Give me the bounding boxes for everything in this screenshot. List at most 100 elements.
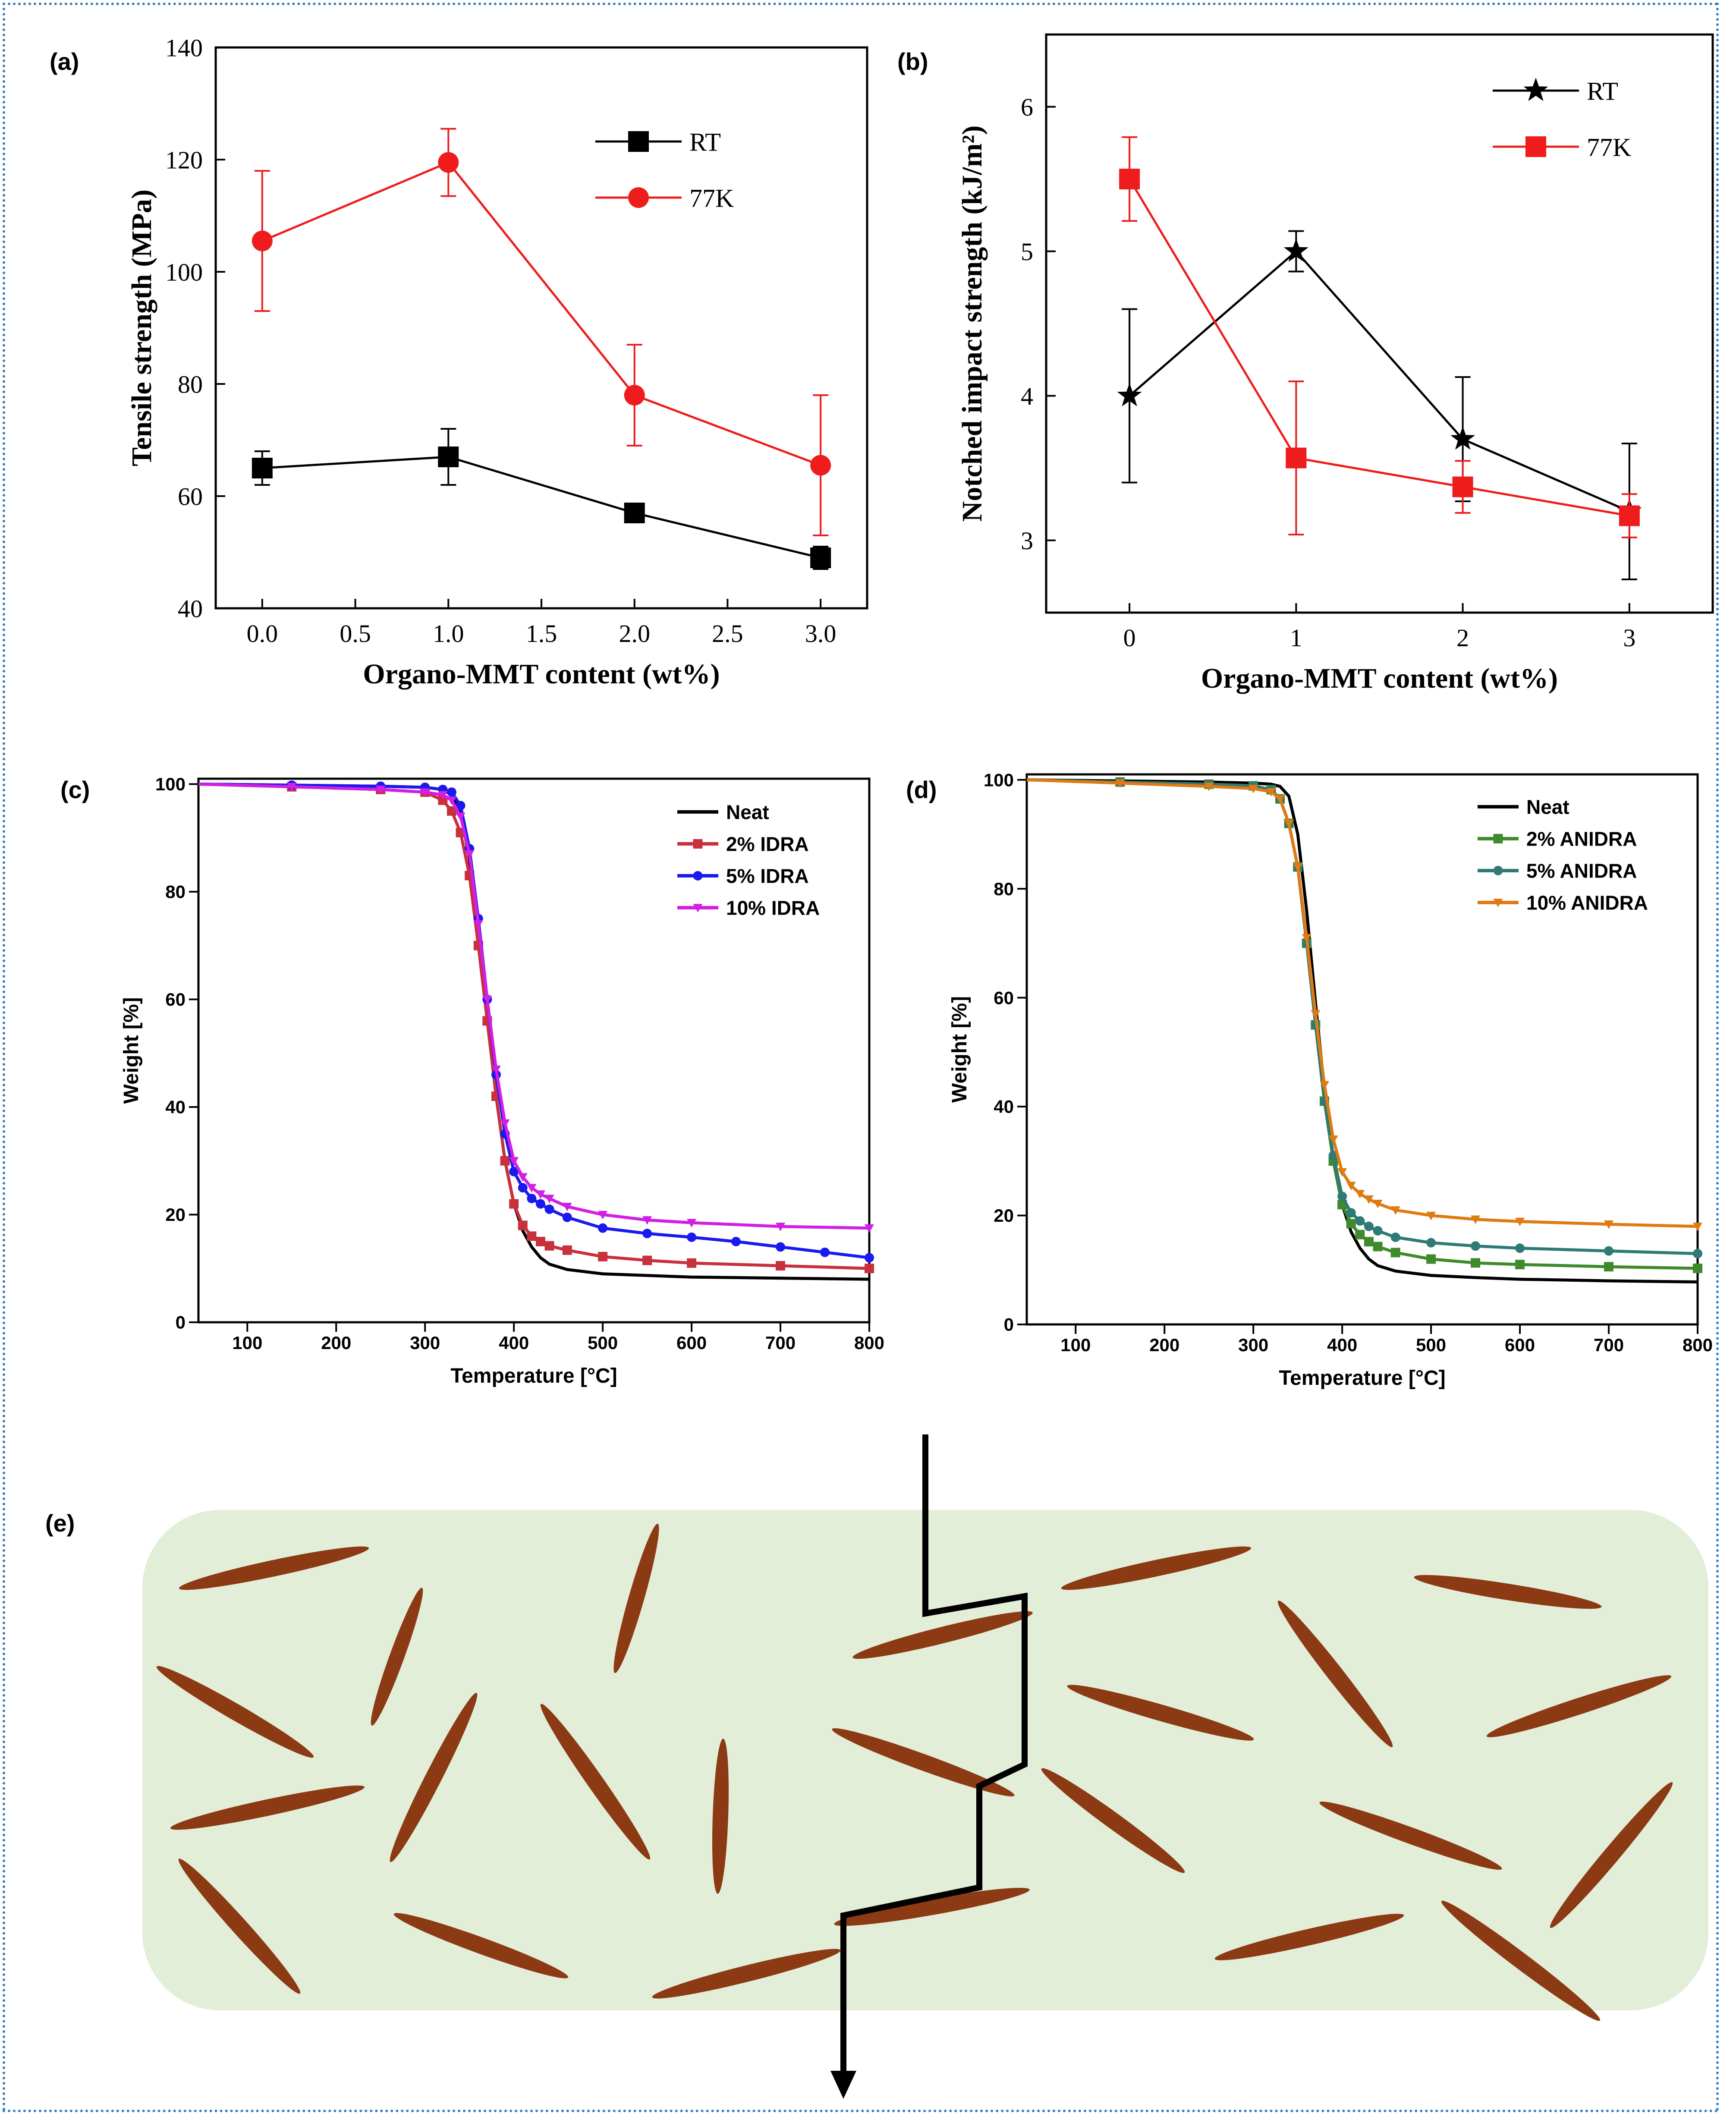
clay-platelet (712, 1739, 729, 1894)
data-point (1373, 1226, 1383, 1236)
crack-path (840, 1434, 1028, 2075)
x-tick-label: 1.0 (433, 620, 464, 648)
y-tick-label: 40 (994, 1097, 1014, 1117)
x-tick-label: 400 (499, 1333, 529, 1353)
x-tick-label: 600 (676, 1333, 707, 1353)
data-point (447, 796, 456, 805)
clay-platelet (1486, 1675, 1672, 1737)
legend-marker (628, 187, 649, 208)
clay-platelet (834, 1887, 1030, 1926)
data-point (598, 1223, 608, 1233)
y-tick-label: 20 (165, 1205, 186, 1225)
data-point (810, 455, 831, 476)
data-point (1283, 238, 1308, 262)
data-point (1249, 785, 1258, 793)
clay-platelet (156, 1666, 314, 1758)
data-point (1293, 863, 1303, 872)
legend-entry: Neat (726, 801, 769, 824)
data-point (1355, 1230, 1365, 1239)
data-point (1302, 934, 1311, 943)
data-point (544, 1195, 554, 1204)
data-point (1471, 1215, 1481, 1224)
chart-c-tga-idra: 100 200 300 400 500 600 700 800 0 20 40 60 80 100 Temp… (120, 774, 884, 1387)
data-point (1266, 788, 1276, 797)
data-point (518, 1173, 528, 1182)
data-point (1471, 1241, 1481, 1251)
data-point (820, 1247, 830, 1257)
legend-marker (693, 904, 703, 912)
x-tick-label: 300 (1238, 1335, 1268, 1355)
data-point (1452, 476, 1473, 497)
data-point (544, 1241, 554, 1251)
x-tick-label: 2 (1456, 624, 1469, 652)
series-line (1128, 178, 1630, 517)
x-tick-label: 1 (1290, 624, 1302, 652)
legend: Neat 2% IDRA 5% IDRA 10% IDRA (677, 801, 820, 919)
data-point (252, 230, 273, 252)
legend: RT 77K (595, 128, 734, 213)
crack-arrow-icon (830, 2071, 856, 2099)
figure-frame (3, 3, 1719, 2112)
x-tick-label: 2.5 (712, 620, 743, 648)
data-point (465, 850, 475, 859)
legend-marker (628, 131, 649, 152)
y-tick-label: 100 (165, 258, 203, 286)
y-tick-label: 80 (994, 879, 1014, 899)
y-axis-label: Weight [%] (948, 996, 971, 1103)
data-point (527, 1231, 537, 1241)
data-point (1284, 819, 1294, 828)
x-axis-label: Temperature [°C] (1279, 1367, 1445, 1390)
x-tick-label: 2.0 (619, 620, 650, 648)
data-point (624, 385, 645, 406)
legend-entry: Neat (1526, 796, 1569, 818)
panel-e-schematic (142, 1434, 1708, 2099)
data-point (562, 1212, 572, 1222)
legend-entry: 77K (689, 184, 734, 213)
data-point (500, 1119, 510, 1128)
data-point (473, 920, 483, 929)
data-point (687, 1232, 697, 1242)
data-point (865, 1224, 874, 1233)
x-tick-label: 800 (854, 1333, 884, 1353)
legend: RT 77K (1493, 77, 1631, 162)
x-tick-label: 3 (1623, 624, 1635, 652)
data-point (1337, 1192, 1347, 1201)
data-point (527, 1184, 537, 1193)
data-point (642, 1229, 652, 1239)
data-point (1311, 1010, 1321, 1019)
data-point (1364, 1237, 1374, 1247)
plot-frame (197, 777, 871, 1324)
x-tick-label: 600 (1505, 1335, 1535, 1355)
series-rt (252, 428, 831, 570)
x-tick-label: 500 (1416, 1335, 1446, 1355)
data-point (1450, 426, 1475, 450)
clay-platelet (179, 1546, 369, 1590)
data-point (598, 1211, 608, 1220)
data-point (1373, 1242, 1383, 1252)
legend-entry: 2% IDRA (726, 833, 809, 855)
data-point (1355, 1216, 1365, 1226)
data-point (1364, 1195, 1374, 1204)
y-tick-label: 100 (155, 774, 186, 794)
chart-b-impact-strength: 0 1 2 3 3 4 5 6 Organo-MMT content (wt%) Notched … (956, 33, 1714, 694)
x-tick-label: 3.0 (805, 620, 837, 648)
data-point (438, 447, 459, 467)
data-point (509, 1157, 519, 1166)
x-tick-label: 400 (1327, 1335, 1357, 1355)
data-point (1319, 1081, 1329, 1090)
data-point (1604, 1262, 1614, 1272)
data-point (535, 1236, 545, 1246)
data-point (1693, 1222, 1702, 1231)
data-point (1426, 1238, 1436, 1248)
data-point (776, 1261, 786, 1271)
legend-marker (1493, 866, 1503, 875)
data-point (687, 1258, 697, 1268)
legend-marker (1493, 899, 1503, 907)
y-tick-label: 80 (165, 882, 186, 902)
panel-label-a: (a) (50, 48, 79, 75)
y-tick-label: 40 (165, 1097, 186, 1117)
plot-frame (1045, 33, 1714, 614)
x-tick-label: 700 (1594, 1335, 1624, 1355)
series-line (261, 161, 821, 466)
